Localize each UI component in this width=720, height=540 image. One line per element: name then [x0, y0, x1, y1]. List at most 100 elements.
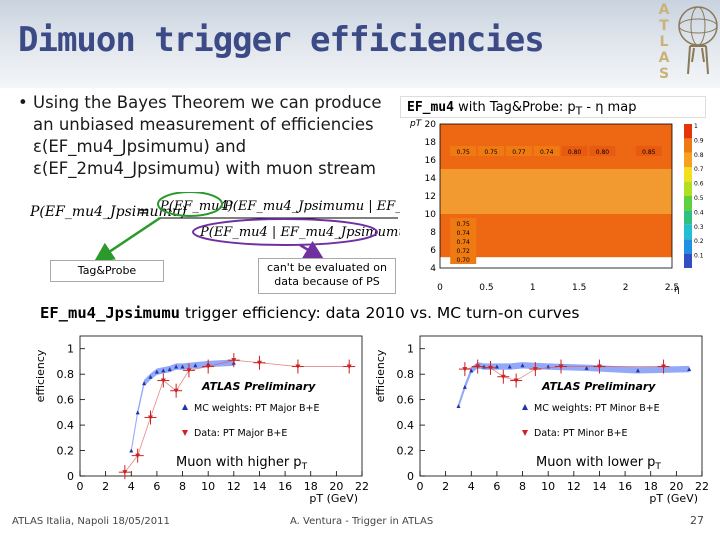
heatmap-cell: [450, 218, 477, 228]
legend-data-label: Data: PT Minor B+E: [534, 428, 628, 439]
heatmap-cell-label: 0.80: [596, 149, 610, 156]
mc-point: [635, 368, 640, 373]
colorbar-segment: [684, 253, 692, 268]
heatmap-cell: [450, 236, 477, 246]
legend-mc-label: MC weights: PT Minor B+E: [534, 403, 660, 414]
ytick-label: 0.4: [397, 419, 415, 432]
footer-event: ATLAS Italia, Napoli 18/05/2011: [12, 516, 170, 527]
mc-point: [180, 364, 185, 369]
mc-point: [469, 368, 474, 373]
mc-point: [161, 368, 166, 373]
heatmap-xtick-label: 1: [530, 283, 536, 293]
heatmap-cell: [589, 146, 616, 156]
data-point: [462, 367, 468, 372]
xtick-label: 6: [153, 480, 160, 493]
plot-xlabel: pT (GeV): [309, 492, 358, 505]
colorbar-tick-label: 0.3: [694, 224, 704, 231]
heatmap-cell: [478, 146, 505, 156]
xtick-label: 16: [278, 480, 292, 493]
colorbar-tick-label: 1: [694, 123, 698, 130]
heatmap-cell-label: 0.75: [457, 221, 471, 228]
heatmap-ytick-label: 8: [430, 228, 436, 238]
mc-point: [687, 367, 692, 372]
footer-author: A. Ventura - Trigger in ATLAS: [290, 516, 434, 527]
ytick-label: 0.6: [397, 394, 415, 407]
heatmap-cell-label: 0.74: [540, 149, 554, 156]
mc-point: [507, 364, 512, 369]
data-point: [186, 368, 192, 373]
ps-label-line: can't be evaluated on: [267, 261, 387, 274]
ytick-label: 1: [407, 343, 414, 356]
muon-caption: Muon with lower pT: [536, 455, 661, 472]
colorbar-segment: [684, 224, 692, 240]
efficiency-heatmap: 0.75 0.75 0.77 0.74 0.80 0.80 0.850.750.740.74…: [400, 118, 712, 300]
xtick-label: 18: [304, 480, 318, 493]
heatmap-cell-label: 0.74: [457, 230, 471, 237]
xtick-label: 8: [519, 480, 526, 493]
lower-title: EF_mu4_Jpsimumu trigger efficiency: data…: [0, 300, 720, 326]
legend-title: ATLAS Preliminary: [201, 380, 316, 393]
heatmap-cell-label: 0.72: [457, 248, 471, 255]
xtick-label: 2: [102, 480, 109, 493]
heatmap-cell-label: 0.70: [457, 257, 471, 264]
heatmap-ytick-label: 10: [425, 210, 437, 220]
ytick-label: 0: [67, 470, 74, 483]
logo-letter: S: [658, 66, 670, 82]
heatmap-ytick-label: 12: [425, 192, 436, 202]
heatmap-cell-label: 0.74: [457, 239, 471, 246]
tagprobe-label: Tag&Probe: [50, 260, 164, 282]
heatmap-xtick-label: 0.5: [479, 283, 493, 293]
colorbar-tick-label: 0.1: [694, 253, 704, 260]
data-point: [148, 415, 153, 420]
xtick-label: 0: [417, 480, 424, 493]
slide-title: Dimuon trigger efficiencies: [18, 20, 545, 60]
formula-eq: =: [138, 204, 150, 220]
colorbar-tick-label: 0.7: [694, 166, 704, 173]
legend-data-marker: [522, 430, 528, 436]
colorbar-tick-label: 0.2: [694, 238, 704, 245]
ytick-label: 0: [407, 470, 414, 483]
heatmap-cell-label: 0.77: [512, 149, 526, 156]
colorbar-segment: [684, 196, 692, 211]
ytick-label: 0.4: [57, 419, 75, 432]
mc-point: [129, 448, 134, 453]
data-point: [135, 453, 141, 459]
legend-title: ATLAS Preliminary: [541, 380, 656, 393]
legend-data-label: Data: PT Major B+E: [194, 428, 287, 439]
heatmap-cell: [561, 146, 588, 156]
mc-point: [456, 404, 461, 408]
data-point: [122, 470, 128, 475]
ytick-label: 0.2: [397, 445, 415, 458]
map-title-sub: T: [575, 104, 583, 118]
bullet-dot: •: [18, 93, 28, 112]
formula-lhs: P(EF_mu4_Jpsimumu): [30, 204, 186, 220]
data-point: [160, 378, 166, 384]
colorbar-segment: [684, 138, 692, 153]
colorbar-tick-label: 0.9: [694, 137, 704, 144]
colorbar-segment: [684, 124, 692, 139]
xtick-label: 2: [442, 480, 449, 493]
colorbar-segment: [684, 210, 692, 225]
data-point: [596, 364, 602, 370]
data-point: [500, 374, 506, 380]
heatmap-ytick-label: 16: [425, 156, 437, 166]
heatmap-ylabel: pT: [409, 119, 423, 129]
mc-point: [584, 365, 589, 370]
legend-mc-marker: [522, 404, 528, 410]
lower-title-text: trigger efficiency: data 2010 vs. MC tur…: [179, 304, 580, 322]
heatmap-cell: [450, 245, 477, 255]
heatmap-ytick-label: 14: [425, 174, 437, 184]
ytick-label: 0.6: [57, 394, 75, 407]
plot-ylabel: efficiency: [34, 349, 47, 402]
turnon-plot-lower: 00.20.40.60.810 2 4 6 8 10 12 14 16 18 20 22efficie…: [370, 328, 710, 508]
mc-point: [135, 410, 140, 415]
turnon-plot-higher: 00.20.40.60.810 2 4 6 8 10 12 14 16 18 20 22efficie…: [30, 328, 370, 508]
ytick-label: 0.8: [57, 368, 75, 381]
xtick-label: 18: [644, 480, 658, 493]
ytick-label: 0.2: [57, 445, 75, 458]
mc-point: [193, 363, 198, 368]
heatmap-frame: [439, 123, 673, 269]
xtick-label: 14: [592, 480, 606, 493]
heatmap-ytick-label: 6: [430, 246, 436, 256]
heatmap-empty-row: [440, 257, 672, 268]
